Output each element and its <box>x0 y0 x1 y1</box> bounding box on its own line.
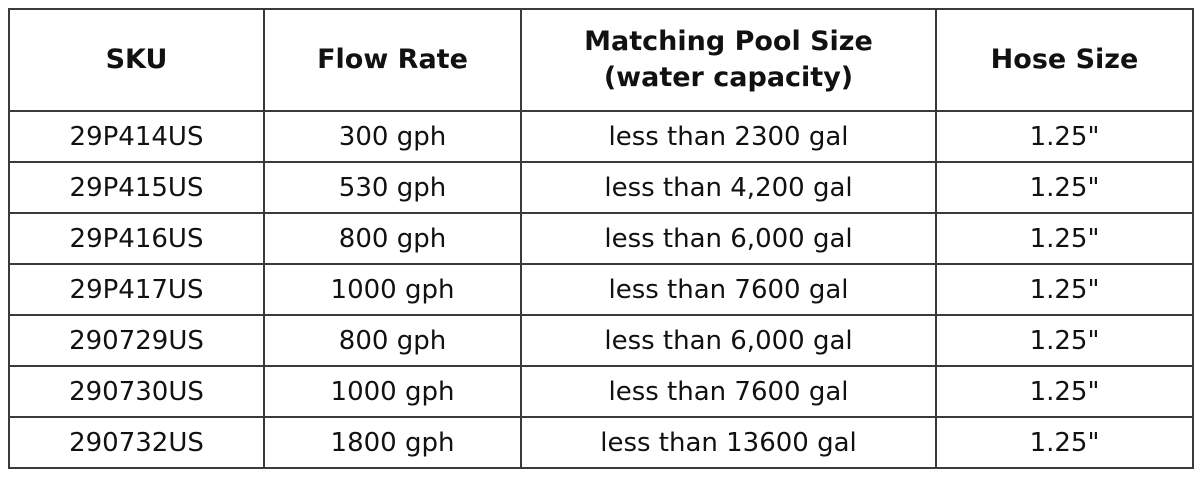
table-cell: 1.25" <box>935 212 1194 265</box>
table-body: 29P414US 300 gph less than 2300 gal 1.25" 29… <box>8 110 1194 469</box>
table-cell: less than 6,000 gal <box>520 212 937 265</box>
table-container: SKU Flow Rate Matching Pool Size (water cap… <box>8 8 1194 469</box>
header-line: Matching Pool Size <box>584 26 873 57</box>
table-cell: 1.25" <box>935 161 1194 214</box>
table-cell: 29P416US <box>8 212 265 265</box>
table-row: 29P416US 800 gph less than 6,000 gal 1.25" <box>8 212 1194 265</box>
table-cell: 1.25" <box>935 416 1194 469</box>
table-cell: 1000 gph <box>263 365 522 418</box>
table-cell: less than 4,200 gal <box>520 161 937 214</box>
table-cell: 29P417US <box>8 263 265 316</box>
table-cell: less than 13600 gal <box>520 416 937 469</box>
header-cell: SKU <box>8 8 265 112</box>
header-cell: Hose Size <box>935 8 1194 112</box>
table-cell: 29P414US <box>8 110 265 163</box>
header-cell: Matching Pool Size (water capacity) <box>520 8 937 112</box>
table-row: 290732US 1800 gph less than 13600 gal 1.25" <box>8 416 1194 469</box>
table-cell: 290732US <box>8 416 265 469</box>
table-cell: 29P415US <box>8 161 265 214</box>
table-cell: less than 7600 gal <box>520 365 937 418</box>
table-cell: 530 gph <box>263 161 522 214</box>
table-row: 29P415US 530 gph less than 4,200 gal 1.25" <box>8 161 1194 214</box>
table-cell: 300 gph <box>263 110 522 163</box>
table-cell: 1.25" <box>935 365 1194 418</box>
table-cell: 800 gph <box>263 212 522 265</box>
table-cell: less than 6,000 gal <box>520 314 937 367</box>
table-row: 29P417US 1000 gph less than 7600 gal 1.25" <box>8 263 1194 316</box>
table-cell: 1.25" <box>935 314 1194 367</box>
table-row: 290730US 1000 gph less than 7600 gal 1.25" <box>8 365 1194 418</box>
table-row: 290729US 800 gph less than 6,000 gal 1.25" <box>8 314 1194 367</box>
table-cell: less than 2300 gal <box>520 110 937 163</box>
table-cell: 1.25" <box>935 263 1194 316</box>
header-row: SKU Flow Rate Matching Pool Size (water cap… <box>8 8 1194 112</box>
table: SKU Flow Rate Matching Pool Size (water cap… <box>8 8 1194 469</box>
header-line: (water capacity) <box>603 62 854 93</box>
table-cell: 800 gph <box>263 314 522 367</box>
table-cell: less than 7600 gal <box>520 263 937 316</box>
table-cell: 290729US <box>8 314 265 367</box>
table-cell: 290730US <box>8 365 265 418</box>
table-cell: 1800 gph <box>263 416 522 469</box>
header-cell: Flow Rate <box>263 8 522 112</box>
table-row: 29P414US 300 gph less than 2300 gal 1.25" <box>8 110 1194 163</box>
table-cell: 1.25" <box>935 110 1194 163</box>
table-cell: 1000 gph <box>263 263 522 316</box>
